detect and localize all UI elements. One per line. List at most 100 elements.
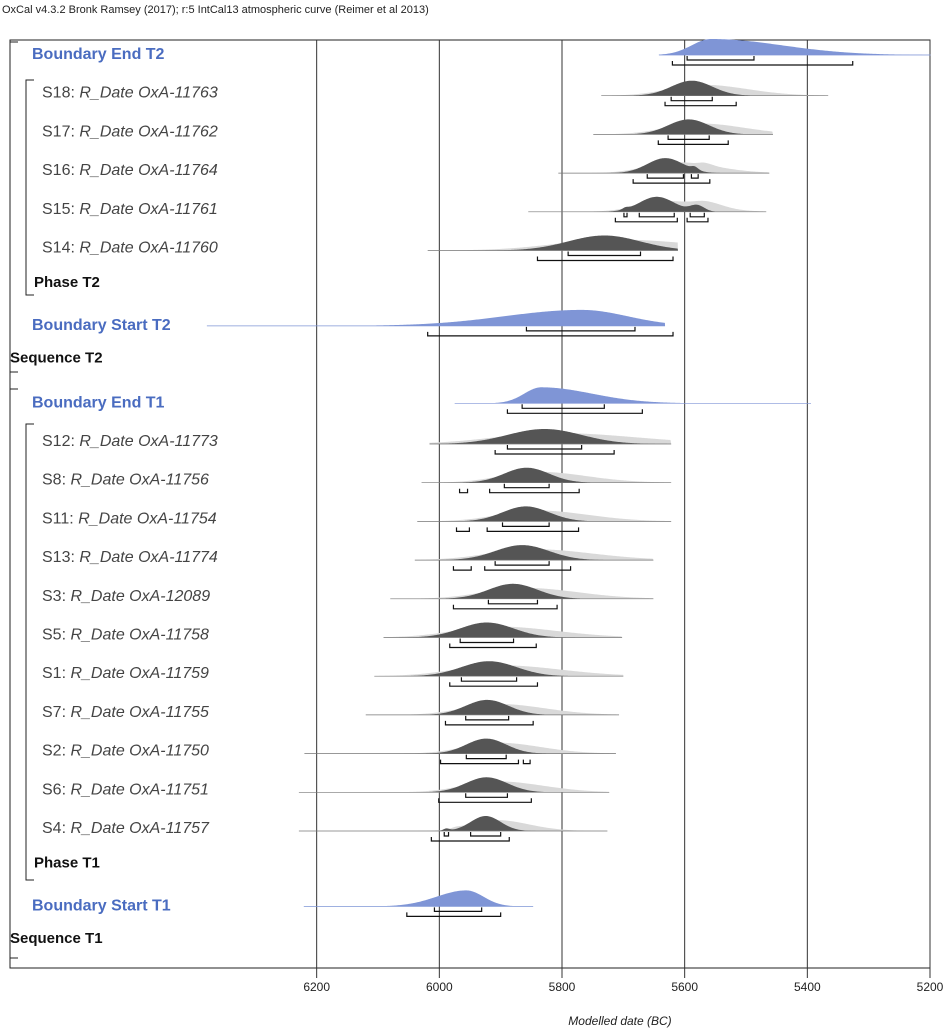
range-bracket	[667, 135, 710, 140]
sequence-bracket	[9, 41, 18, 373]
range-bracket	[455, 527, 470, 532]
posterior-distribution	[417, 506, 672, 522]
range-bracket	[438, 798, 532, 803]
range-bracket	[406, 912, 502, 917]
sample-name: S7:	[42, 704, 66, 721]
date-name: R_Date OxA-11755	[70, 704, 209, 721]
phase-label: Phase T2	[34, 274, 100, 291]
range-bracket	[452, 566, 472, 571]
date-name: R_Date OxA-11750	[70, 743, 209, 760]
date-name: R_Date OxA-11762	[79, 124, 218, 141]
chart-title: OxCal v4.3.2 Bronk Ramsey (2017); r:5 In…	[2, 4, 429, 16]
boundary-label: Boundary Start T1	[32, 898, 171, 915]
x-tick-label: 5800	[549, 980, 576, 994]
phase-label: Phase T1	[34, 855, 100, 872]
date-label: S11: R_Date OxA-11754	[42, 511, 217, 528]
range-bracket	[686, 56, 755, 61]
range-bracket	[657, 140, 729, 145]
range-bracket	[433, 907, 483, 912]
posterior-distribution	[528, 196, 767, 212]
date-name: R_Date OxA-12089	[70, 588, 210, 605]
date-name: R_Date OxA-11754	[78, 511, 217, 528]
date-name: R_Date OxA-11760	[79, 240, 218, 257]
range-bracket	[439, 759, 520, 765]
posterior-distribution	[421, 467, 672, 483]
posterior-distribution	[601, 80, 829, 96]
date-name: R_Date OxA-11773	[79, 433, 218, 450]
posterior-distribution	[414, 545, 654, 561]
x-tick-label: 5200	[917, 980, 944, 994]
date-label: S16: R_Date OxA-11764	[42, 162, 218, 179]
date-label: S2: R_Date OxA-11750	[42, 743, 209, 760]
boundary-label: Boundary Start T2	[32, 317, 171, 334]
sample-name: S3:	[42, 588, 66, 605]
range-bracket	[459, 638, 515, 644]
range-bracket	[536, 256, 674, 262]
range-bracket	[465, 754, 507, 760]
date-label: S3: R_Date OxA-12089	[42, 588, 210, 605]
range-bracket	[427, 331, 674, 337]
posterior-distribution	[298, 777, 610, 793]
range-bracket	[489, 488, 580, 494]
x-tick-label: 5400	[794, 980, 821, 994]
date-name: R_Date OxA-11758	[70, 627, 209, 644]
sample-name: S15:	[42, 201, 75, 218]
sample-name: S17:	[42, 124, 75, 141]
date-name: R_Date OxA-11764	[79, 162, 218, 179]
date-name: R_Date OxA-11763	[79, 85, 218, 102]
sample-name: S5:	[42, 627, 66, 644]
date-label: S18: R_Date OxA-11763	[42, 85, 218, 102]
posterior-distribution	[304, 738, 616, 754]
phase-bracket	[25, 423, 34, 881]
posterior-distribution	[593, 119, 773, 135]
range-bracket	[567, 251, 642, 257]
sample-name: S4:	[42, 820, 66, 837]
posterior-distribution	[429, 429, 672, 444]
sample-name: S16:	[42, 162, 75, 179]
range-bracket	[632, 179, 711, 184]
date-name: R_Date OxA-11759	[70, 665, 209, 682]
range-bracket	[452, 604, 558, 610]
date-label: S5: R_Date OxA-11758	[42, 627, 209, 644]
range-bracket	[506, 409, 643, 414]
date-label: S1: R_Date OxA-11759	[42, 665, 209, 682]
range-bracket	[525, 326, 636, 332]
boundary-label: Boundary End T2	[32, 46, 165, 63]
date-label: S7: R_Date OxA-11755	[42, 704, 209, 721]
range-bracket	[690, 174, 699, 179]
sample-name: S8:	[42, 472, 66, 489]
boundary-distribution	[658, 39, 931, 55]
sequence-label: Sequence T1	[10, 930, 103, 947]
sequence-bracket	[9, 388, 18, 959]
sample-name: S2:	[42, 743, 66, 760]
range-bracket	[458, 488, 469, 494]
range-bracket	[460, 677, 518, 682]
x-tick-label: 6200	[303, 980, 330, 994]
range-bracket	[487, 599, 539, 605]
range-bracket	[449, 643, 537, 649]
date-name: R_Date OxA-11774	[79, 549, 218, 566]
boundary-distribution	[206, 309, 666, 326]
x-axis-label: Modelled date (BC)	[568, 1014, 671, 1028]
posterior-distribution	[374, 661, 624, 677]
sample-name: S12:	[42, 433, 75, 450]
range-bracket	[686, 217, 709, 223]
range-bracket	[623, 212, 628, 218]
range-bracket	[484, 566, 572, 571]
date-label: S4: R_Date OxA-11757	[42, 820, 210, 837]
range-bracket	[664, 101, 737, 107]
range-bracket	[503, 483, 550, 489]
boundary-label: Boundary End T1	[32, 395, 165, 412]
range-bracket	[522, 759, 531, 765]
sample-name: S1:	[42, 665, 66, 682]
date-label: S17: R_Date OxA-11762	[42, 124, 218, 141]
x-tick-label: 5600	[671, 980, 698, 994]
range-bracket	[501, 522, 550, 527]
boundary-distribution	[303, 890, 534, 907]
range-bracket	[638, 212, 675, 218]
range-bracket	[521, 404, 605, 409]
range-bracket	[614, 217, 678, 223]
phase-bracket	[25, 79, 34, 296]
range-bracket	[646, 174, 685, 179]
